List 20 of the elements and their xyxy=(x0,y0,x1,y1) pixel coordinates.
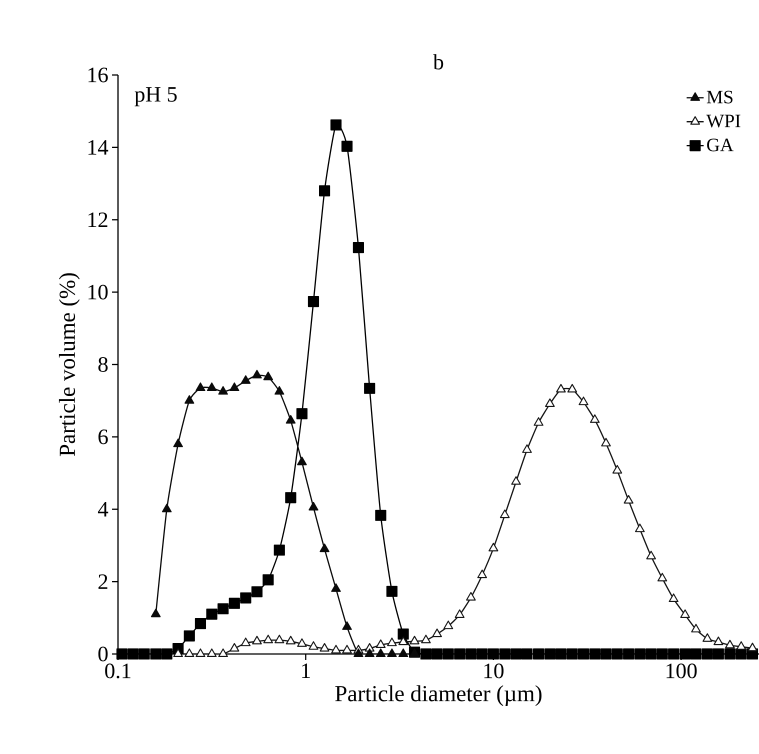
y-tick-label: 6 xyxy=(98,429,108,444)
y-axis-title: Particle volume (%) xyxy=(58,273,80,456)
legend-label: MS xyxy=(706,90,732,104)
annotation: pH 5 xyxy=(134,87,177,106)
legend-label: WPI xyxy=(706,114,740,128)
y-tick-label: 10 xyxy=(88,284,108,300)
x-axis-title: Particle diameter (µm) xyxy=(335,685,542,706)
x-tick-label: 0.1 xyxy=(105,664,130,678)
x-tick-label: 10 xyxy=(484,664,504,678)
y-tick-label: 0 xyxy=(98,646,108,662)
legend-label: GA xyxy=(707,138,734,152)
y-tick-label: 16 xyxy=(88,68,108,82)
y-tick-label: 2 xyxy=(98,574,108,589)
x-tick-label: 100 xyxy=(666,664,697,678)
chart-title: b xyxy=(433,54,444,70)
x-tick-label: 1 xyxy=(302,664,310,678)
y-tick-label: 8 xyxy=(98,357,108,372)
y-tick-label: 4 xyxy=(98,502,108,516)
y-tick-label: 14 xyxy=(88,140,108,155)
y-tick-label: 12 xyxy=(88,212,108,227)
